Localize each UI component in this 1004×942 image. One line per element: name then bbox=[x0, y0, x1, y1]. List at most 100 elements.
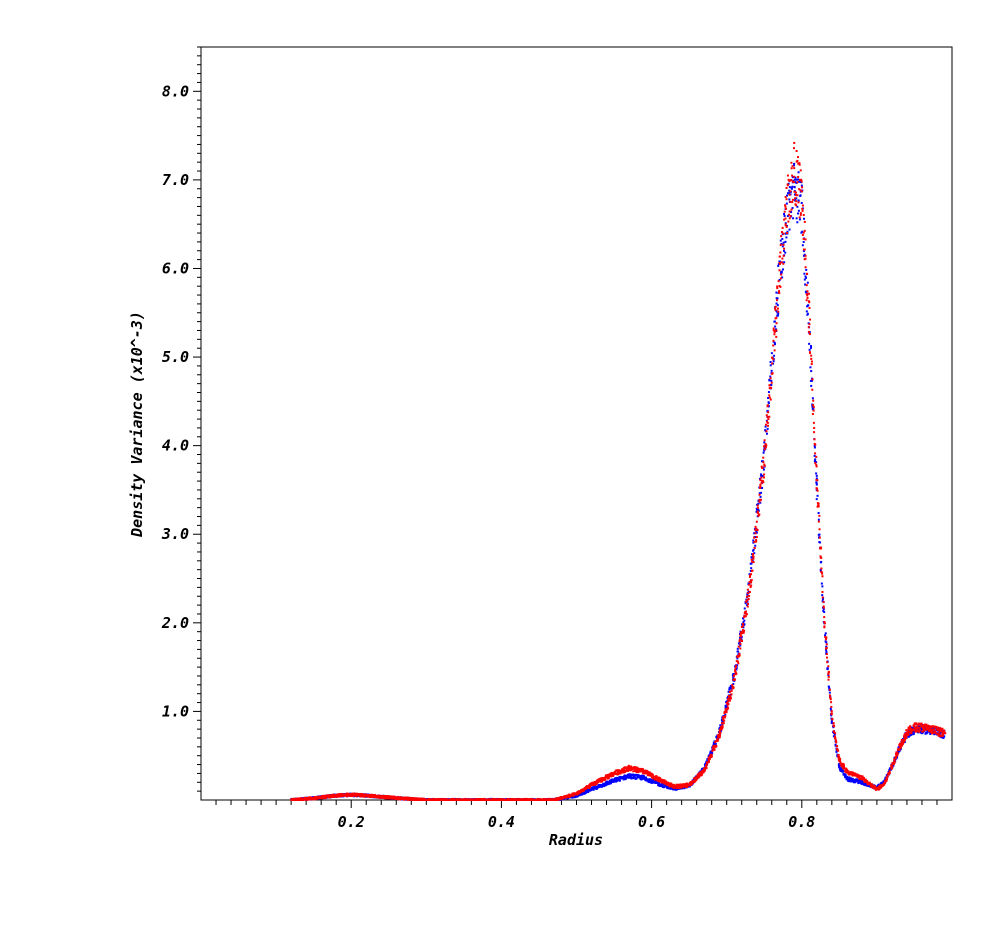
data-point bbox=[806, 313, 809, 316]
data-point bbox=[796, 221, 799, 224]
data-point bbox=[785, 202, 788, 205]
data-point bbox=[797, 162, 800, 165]
data-point bbox=[694, 780, 697, 783]
data-point bbox=[839, 760, 842, 763]
data-point bbox=[755, 520, 758, 523]
data-point bbox=[797, 180, 800, 183]
data-point bbox=[701, 772, 704, 775]
data-point bbox=[919, 727, 922, 730]
data-point bbox=[802, 237, 805, 240]
data-point bbox=[408, 797, 411, 800]
data-point bbox=[718, 729, 721, 732]
data-point bbox=[839, 768, 842, 771]
data-point bbox=[820, 571, 823, 574]
data-point bbox=[784, 251, 787, 254]
y-tick-label: 2.0 bbox=[161, 614, 189, 632]
data-point bbox=[595, 783, 598, 786]
data-point bbox=[697, 774, 700, 777]
data-point bbox=[801, 244, 804, 247]
data-point bbox=[898, 750, 901, 753]
data-point bbox=[742, 617, 745, 620]
data-point bbox=[764, 446, 767, 449]
data-point bbox=[769, 377, 772, 380]
data-point bbox=[784, 204, 787, 207]
data-point bbox=[724, 710, 727, 713]
data-point bbox=[822, 609, 825, 612]
data-point bbox=[796, 159, 799, 162]
data-point bbox=[663, 779, 666, 782]
data-point bbox=[898, 745, 901, 748]
data-point bbox=[781, 276, 784, 279]
data-point bbox=[713, 748, 716, 751]
data-point bbox=[783, 218, 786, 221]
data-point bbox=[722, 721, 725, 724]
data-point bbox=[822, 606, 825, 609]
data-point bbox=[793, 164, 796, 167]
data-point bbox=[942, 736, 945, 739]
data-point bbox=[473, 799, 476, 801]
data-point bbox=[800, 178, 803, 181]
data-point bbox=[784, 196, 787, 199]
data-point bbox=[728, 695, 731, 698]
data-point bbox=[823, 620, 826, 623]
data-point bbox=[807, 300, 810, 303]
data-point bbox=[552, 798, 555, 801]
data-point bbox=[623, 769, 626, 772]
x-tick-label: 0.2 bbox=[338, 813, 365, 831]
data-point bbox=[794, 176, 797, 179]
data-point bbox=[903, 741, 906, 744]
data-point bbox=[740, 635, 743, 638]
data-point bbox=[629, 776, 632, 779]
data-point bbox=[757, 502, 760, 505]
data-point bbox=[577, 793, 580, 796]
data-point bbox=[620, 777, 623, 780]
data-point bbox=[793, 190, 796, 193]
data-point bbox=[375, 796, 378, 799]
data-point bbox=[306, 796, 309, 799]
data-point bbox=[715, 744, 718, 747]
data-point bbox=[746, 593, 749, 596]
data-point bbox=[840, 767, 843, 770]
data-point bbox=[396, 796, 399, 799]
data-point bbox=[722, 718, 725, 721]
data-point bbox=[725, 701, 728, 704]
data-point bbox=[739, 636, 742, 639]
data-point bbox=[840, 768, 843, 771]
data-point bbox=[320, 797, 323, 800]
data-point bbox=[791, 165, 794, 168]
data-point bbox=[776, 297, 779, 300]
x-tick-label: 0.8 bbox=[788, 813, 815, 831]
data-point bbox=[770, 352, 773, 355]
data-point bbox=[823, 622, 826, 625]
data-point bbox=[817, 512, 820, 515]
data-point bbox=[557, 796, 560, 799]
data-point bbox=[899, 748, 902, 751]
data-point bbox=[783, 214, 786, 217]
data-point bbox=[827, 674, 830, 677]
data-point bbox=[705, 765, 708, 768]
data-point bbox=[762, 481, 765, 484]
data-point bbox=[845, 768, 848, 771]
data-point bbox=[920, 729, 923, 732]
data-point bbox=[846, 775, 849, 778]
data-point bbox=[810, 384, 813, 387]
data-point bbox=[738, 652, 741, 655]
data-point bbox=[736, 657, 739, 660]
data-point bbox=[748, 575, 751, 578]
data-point bbox=[793, 147, 796, 150]
data-point bbox=[676, 783, 679, 786]
data-point bbox=[795, 204, 798, 207]
data-point bbox=[650, 778, 653, 781]
data-point bbox=[794, 197, 797, 200]
data-point bbox=[787, 192, 790, 195]
data-point bbox=[632, 767, 635, 770]
data-point bbox=[657, 779, 660, 782]
data-point bbox=[366, 795, 369, 798]
data-point bbox=[712, 746, 715, 749]
data-point bbox=[790, 161, 793, 164]
data-point bbox=[841, 765, 844, 768]
data-point bbox=[336, 795, 339, 798]
data-point bbox=[765, 430, 768, 433]
data-point bbox=[762, 451, 765, 454]
data-point bbox=[788, 198, 791, 201]
